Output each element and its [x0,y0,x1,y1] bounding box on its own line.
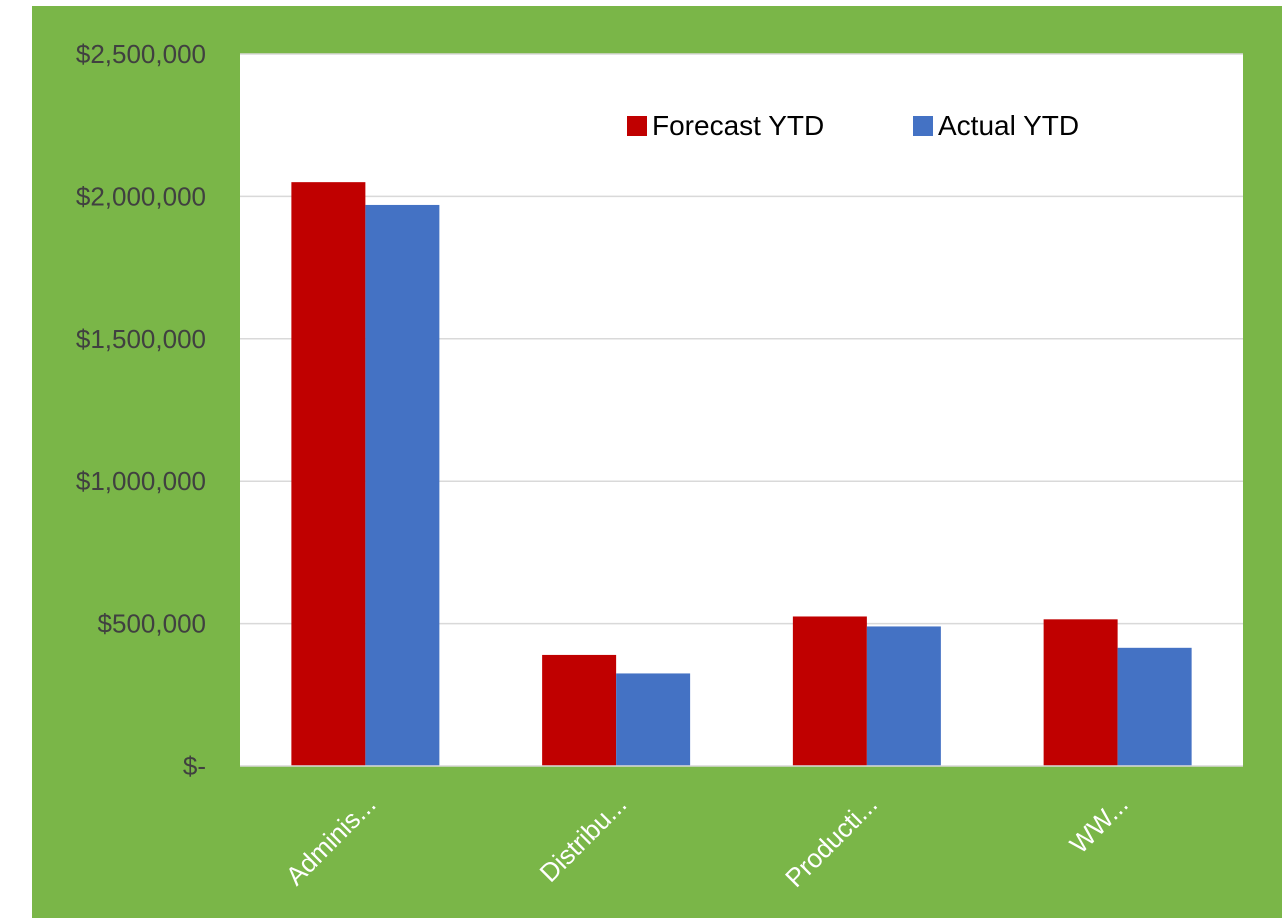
bar-actual [365,204,440,767]
bar-forecast [1043,619,1118,766]
legend-label: Forecast YTD [652,110,824,141]
bars [291,182,1192,767]
y-tick-label: $1,500,000 [76,324,206,354]
y-tick-label: $2,500,000 [76,39,206,69]
bar-forecast [792,616,867,766]
y-tick-label: $- [183,751,206,781]
bar-actual [866,626,941,766]
bar-actual [1117,647,1192,766]
legend-label: Actual YTD [938,110,1079,141]
legend: Forecast YTD Actual YTD [627,110,1079,141]
legend-swatch [913,116,933,136]
legend-swatch [627,116,647,136]
bar-forecast [291,182,366,766]
y-tick-label: $2,000,000 [76,181,206,211]
bar-forecast [542,654,617,766]
y-tick-label: $500,000 [98,609,206,639]
y-tick-label: $1,000,000 [76,466,206,496]
y-axis-tick-labels: $- $500,000 $1,000,000 $1,500,000 $2,000,000… [76,39,206,781]
bar-actual [616,673,691,766]
